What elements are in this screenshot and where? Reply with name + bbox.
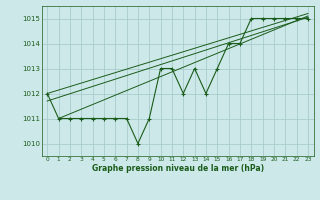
X-axis label: Graphe pression niveau de la mer (hPa): Graphe pression niveau de la mer (hPa): [92, 164, 264, 173]
